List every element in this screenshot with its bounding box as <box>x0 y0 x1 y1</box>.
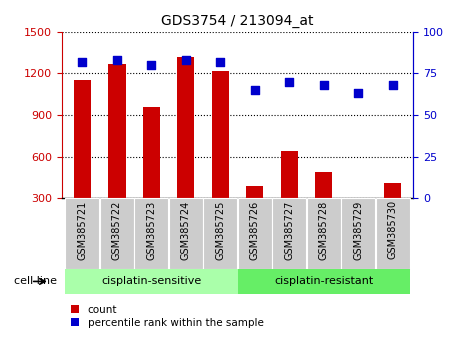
Point <box>217 59 224 65</box>
Bar <box>66 198 99 269</box>
Bar <box>74 80 91 240</box>
Bar <box>315 172 332 240</box>
Point <box>251 87 258 93</box>
Legend: count, percentile rank within the sample: count, percentile rank within the sample <box>67 301 268 332</box>
Point <box>320 82 327 88</box>
Bar <box>246 186 263 240</box>
Text: GSM385723: GSM385723 <box>146 200 156 259</box>
Bar <box>238 198 272 269</box>
Bar <box>203 198 238 269</box>
Bar <box>306 198 341 269</box>
Bar <box>341 198 375 269</box>
Bar <box>142 107 160 240</box>
Point <box>148 62 155 68</box>
Text: GSM385725: GSM385725 <box>215 200 225 260</box>
Text: GSM385727: GSM385727 <box>284 200 294 260</box>
Point <box>79 59 86 65</box>
Bar <box>376 198 409 269</box>
Bar <box>272 198 306 269</box>
Point <box>389 82 396 88</box>
Text: GSM385724: GSM385724 <box>181 200 191 259</box>
Bar <box>134 198 169 269</box>
Bar <box>350 200 367 240</box>
Title: GDS3754 / 213094_at: GDS3754 / 213094_at <box>161 14 314 28</box>
Point <box>113 57 121 63</box>
Bar <box>100 198 134 269</box>
Point <box>285 79 293 85</box>
Text: cisplatin-sensitive: cisplatin-sensitive <box>101 276 201 286</box>
Bar <box>169 198 203 269</box>
Bar <box>212 72 229 240</box>
Bar <box>65 269 238 294</box>
Point <box>354 91 362 96</box>
Text: cell line: cell line <box>14 276 57 286</box>
Text: cisplatin-resistant: cisplatin-resistant <box>274 276 373 286</box>
Text: GSM385730: GSM385730 <box>388 200 398 259</box>
Point <box>182 57 190 63</box>
Bar <box>108 64 125 240</box>
Text: GSM385729: GSM385729 <box>353 200 363 259</box>
Bar <box>384 183 401 240</box>
Text: GSM385721: GSM385721 <box>77 200 87 259</box>
Text: GSM385728: GSM385728 <box>319 200 329 259</box>
Bar <box>281 151 298 240</box>
Bar <box>238 269 410 294</box>
Text: GSM385722: GSM385722 <box>112 200 122 260</box>
Text: GSM385726: GSM385726 <box>250 200 260 259</box>
Bar <box>177 57 194 240</box>
